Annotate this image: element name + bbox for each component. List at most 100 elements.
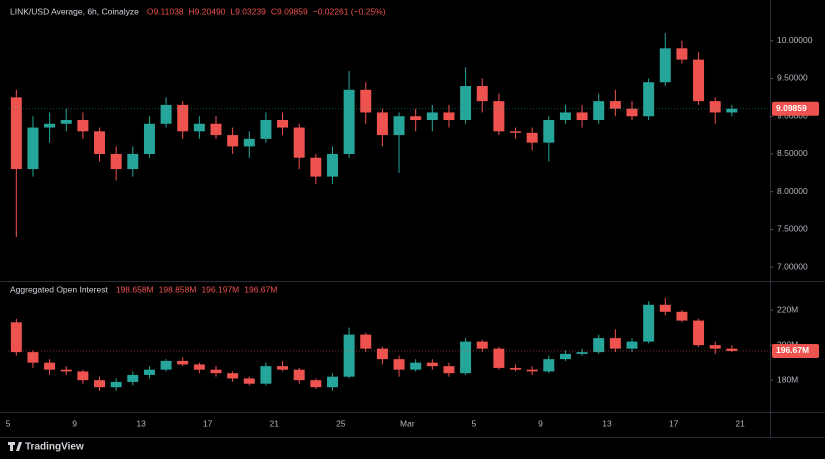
candle-body: [443, 112, 455, 120]
candle-body: [227, 373, 239, 379]
candle-body: [277, 120, 289, 128]
y-tick-label: 7.50000: [777, 224, 808, 234]
candle-body: [293, 127, 305, 158]
candle-body: [626, 341, 638, 349]
candle-body: [609, 338, 621, 349]
candle-body: [60, 369, 72, 372]
candle-body: [510, 131, 522, 133]
legend-value: O9.11038: [147, 6, 184, 16]
candle-body: [593, 101, 605, 120]
candle-body: [609, 101, 621, 109]
y-tick-label: 9.50000: [777, 73, 808, 83]
tradingview-logo[interactable]: TradingView: [8, 442, 84, 453]
candle-body: [676, 48, 688, 60]
x-tick-label: Mar: [400, 418, 415, 428]
candle-body: [726, 348, 738, 351]
candle-body: [127, 153, 139, 170]
candle-body: [393, 359, 405, 370]
legend-value: H9.20490: [189, 6, 226, 16]
candle-body: [326, 376, 338, 388]
candle-body: [393, 116, 405, 136]
legend-value: 198.858M: [159, 284, 197, 294]
candle-body: [426, 362, 438, 367]
candle-body: [493, 348, 505, 368]
candle-body: [443, 366, 455, 374]
x-tick-label: 25: [336, 418, 346, 428]
candle-body: [160, 360, 172, 370]
candle-body: [576, 352, 588, 354]
y-tick-label: 8.00000: [777, 186, 808, 196]
candle-body: [460, 341, 472, 374]
candle-body: [559, 353, 571, 360]
x-tick-label: 21: [270, 418, 280, 428]
candle-body: [177, 360, 189, 365]
candle-body: [60, 120, 72, 124]
legend-value: 196.197M: [201, 284, 239, 294]
candle-body: [27, 127, 39, 170]
legend-value: 198.658M: [116, 284, 154, 294]
x-tick-label: 17: [203, 418, 213, 428]
candle-body: [510, 367, 522, 370]
candle-body: [343, 89, 355, 154]
candle-body: [526, 132, 538, 143]
candle-body: [493, 101, 505, 132]
candle-body: [476, 86, 488, 102]
last-value-badge: [772, 101, 819, 116]
candle-body: [27, 352, 39, 363]
candle-body: [94, 131, 106, 154]
y-tick-label: 7.00000: [777, 261, 808, 271]
candle-body: [726, 108, 738, 113]
candles: [10, 33, 738, 237]
candle-body: [676, 311, 688, 321]
candle-body: [376, 112, 388, 136]
candle-body: [410, 116, 422, 120]
candle-body: [10, 97, 22, 170]
candle-body: [193, 364, 205, 370]
candle-body: [293, 369, 305, 381]
y-tick-label: 8.50000: [777, 148, 808, 158]
x-tick-label: 5: [472, 418, 477, 428]
y-tick-label: 180M: [777, 374, 798, 384]
candle-body: [243, 138, 255, 147]
x-tick-label: 21: [735, 418, 745, 428]
x-tick-label: 13: [136, 418, 146, 428]
last-value-badge: [772, 343, 819, 358]
candle-body: [310, 157, 322, 177]
x-tick-label: 17: [669, 418, 679, 428]
candle-body: [143, 369, 155, 375]
candle-body: [693, 320, 705, 346]
candle-body: [376, 348, 388, 360]
candle-body: [643, 82, 655, 117]
candle-body: [143, 123, 155, 154]
legend-value: L9.03239: [230, 6, 266, 16]
candle-body: [160, 104, 172, 124]
logo-icon: [8, 442, 22, 451]
candle-body: [210, 369, 222, 374]
candle-body: [559, 112, 571, 120]
candle-body: [476, 341, 488, 349]
candle-body: [260, 120, 272, 139]
pane-title: LINK/USD Average, 6h, Coinalyze: [10, 6, 139, 16]
candle-body: [326, 153, 338, 177]
candle-body: [277, 366, 289, 370]
candle-body: [643, 304, 655, 342]
candle-body: [426, 112, 438, 120]
x-tick-label: 13: [602, 418, 612, 428]
candle-body: [77, 371, 89, 381]
candles: [10, 297, 738, 391]
candle-body: [360, 89, 372, 113]
candle-body: [659, 304, 671, 312]
candle-body: [526, 369, 538, 372]
candle-body: [260, 366, 272, 384]
last-value-label: 196.67M: [776, 345, 809, 355]
candle-body: [227, 135, 239, 147]
logo-text: TradingView: [25, 442, 84, 453]
x-tick-label: 9: [538, 418, 543, 428]
candle-body: [243, 378, 255, 384]
candle-body: [10, 322, 22, 353]
candle-body: [659, 48, 671, 83]
candle-body: [343, 334, 355, 377]
candle-body: [110, 381, 122, 388]
